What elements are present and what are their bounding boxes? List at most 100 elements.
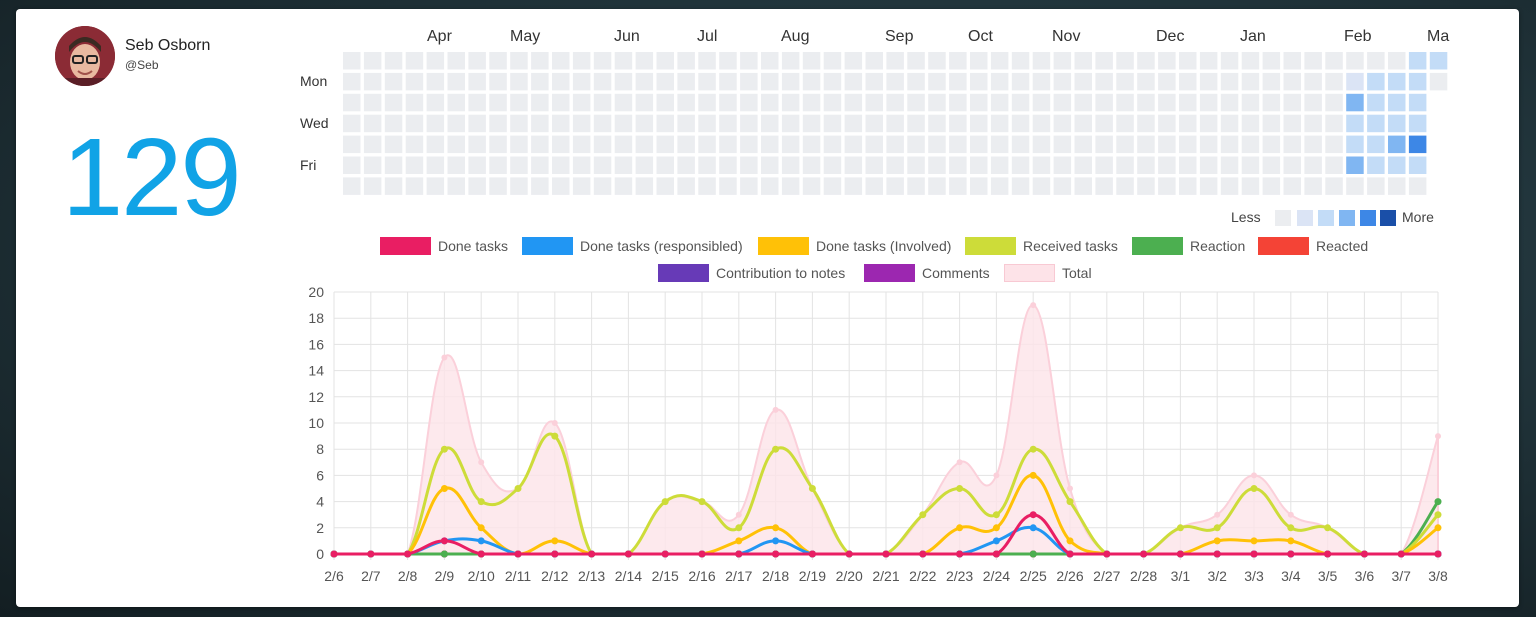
data-point[interactable] bbox=[1176, 524, 1184, 532]
data-point[interactable] bbox=[1067, 485, 1073, 492]
data-point[interactable] bbox=[367, 550, 375, 558]
data-point[interactable] bbox=[808, 550, 816, 558]
data-point[interactable] bbox=[1214, 511, 1221, 518]
legend-item[interactable]: Done tasks (Involved) bbox=[758, 237, 951, 255]
data-point[interactable] bbox=[1029, 550, 1037, 558]
data-point[interactable] bbox=[956, 459, 963, 466]
data-point[interactable] bbox=[441, 354, 448, 361]
data-point[interactable] bbox=[1287, 511, 1294, 518]
legend-item[interactable]: Done tasks bbox=[380, 237, 508, 255]
data-point[interactable] bbox=[845, 550, 853, 558]
data-point[interactable] bbox=[1434, 498, 1442, 506]
x-tick-label: 2/23 bbox=[946, 568, 973, 584]
data-point[interactable] bbox=[1251, 472, 1257, 479]
data-point[interactable] bbox=[551, 420, 558, 426]
data-point[interactable] bbox=[993, 472, 1000, 479]
data-point[interactable] bbox=[1066, 537, 1074, 545]
data-point[interactable] bbox=[551, 432, 559, 440]
data-point[interactable] bbox=[1324, 550, 1332, 558]
data-point[interactable] bbox=[477, 524, 485, 532]
month-label: Apr bbox=[427, 28, 452, 45]
data-point[interactable] bbox=[661, 498, 669, 506]
data-point[interactable] bbox=[882, 550, 890, 558]
data-point[interactable] bbox=[1029, 511, 1037, 519]
legend-item[interactable]: Total bbox=[1004, 264, 1092, 282]
data-point[interactable] bbox=[698, 498, 706, 506]
legend-item[interactable]: Comments bbox=[864, 264, 990, 282]
data-point[interactable] bbox=[772, 537, 780, 545]
data-point[interactable] bbox=[1213, 537, 1221, 545]
data-point[interactable] bbox=[477, 537, 485, 545]
data-point[interactable] bbox=[919, 550, 927, 558]
data-point[interactable] bbox=[661, 550, 669, 558]
data-point[interactable] bbox=[440, 485, 448, 492]
user-name[interactable]: Seb Osborn bbox=[125, 37, 211, 54]
legend-item[interactable]: Reaction bbox=[1132, 237, 1245, 255]
data-point[interactable] bbox=[1029, 471, 1037, 479]
data-point[interactable] bbox=[956, 550, 964, 558]
data-point[interactable] bbox=[1140, 550, 1148, 558]
user-avatar[interactable] bbox=[55, 26, 115, 86]
data-point[interactable] bbox=[735, 537, 743, 545]
data-point[interactable] bbox=[992, 524, 1000, 532]
data-point[interactable] bbox=[624, 550, 632, 558]
data-point[interactable] bbox=[1176, 550, 1184, 558]
data-point[interactable] bbox=[1324, 524, 1332, 532]
data-point[interactable] bbox=[956, 485, 964, 492]
legend-label: Done tasks bbox=[438, 238, 509, 254]
data-point[interactable] bbox=[772, 524, 780, 532]
x-tick-label: 3/2 bbox=[1207, 568, 1227, 584]
data-point[interactable] bbox=[1103, 550, 1111, 558]
data-point[interactable] bbox=[698, 550, 706, 558]
data-point[interactable] bbox=[808, 485, 816, 492]
data-point[interactable] bbox=[1030, 302, 1037, 309]
data-point[interactable] bbox=[1397, 550, 1405, 558]
data-point[interactable] bbox=[588, 550, 596, 558]
data-point[interactable] bbox=[1066, 498, 1074, 506]
data-point[interactable] bbox=[772, 406, 779, 413]
data-point[interactable] bbox=[330, 550, 338, 558]
data-point[interactable] bbox=[1213, 524, 1221, 532]
x-tick-label: 2/21 bbox=[872, 568, 899, 584]
data-point[interactable] bbox=[440, 445, 448, 453]
data-point[interactable] bbox=[735, 511, 742, 518]
data-point[interactable] bbox=[477, 550, 485, 558]
data-point[interactable] bbox=[551, 550, 559, 558]
data-point[interactable] bbox=[440, 550, 448, 558]
legend-item[interactable]: Received tasks bbox=[965, 237, 1118, 255]
data-point[interactable] bbox=[992, 550, 1000, 558]
data-point[interactable] bbox=[1213, 550, 1221, 558]
data-point[interactable] bbox=[735, 524, 743, 532]
data-point[interactable] bbox=[1434, 550, 1442, 558]
data-point[interactable] bbox=[1287, 550, 1295, 558]
data-point[interactable] bbox=[1029, 445, 1037, 453]
data-point[interactable] bbox=[1250, 550, 1258, 558]
data-point[interactable] bbox=[992, 537, 1000, 545]
data-point[interactable] bbox=[478, 459, 485, 466]
data-point[interactable] bbox=[1434, 524, 1442, 532]
data-point[interactable] bbox=[1287, 537, 1295, 545]
data-point[interactable] bbox=[919, 511, 927, 519]
data-point[interactable] bbox=[1434, 511, 1442, 519]
data-point[interactable] bbox=[1360, 550, 1368, 558]
data-point[interactable] bbox=[514, 550, 522, 558]
data-point[interactable] bbox=[1435, 433, 1441, 440]
data-point[interactable] bbox=[404, 550, 412, 558]
data-point[interactable] bbox=[1066, 550, 1074, 558]
data-point[interactable] bbox=[551, 537, 559, 545]
data-point[interactable] bbox=[1250, 485, 1258, 492]
data-point[interactable] bbox=[772, 550, 780, 558]
data-point[interactable] bbox=[992, 511, 1000, 519]
data-point[interactable] bbox=[956, 524, 964, 532]
data-point[interactable] bbox=[1287, 524, 1295, 532]
legend-item[interactable]: Done tasks (responsibled) bbox=[522, 237, 743, 255]
data-point[interactable] bbox=[514, 485, 522, 492]
data-point[interactable] bbox=[772, 445, 780, 453]
legend-item[interactable]: Contribution to notes bbox=[658, 264, 845, 282]
data-point[interactable] bbox=[477, 498, 485, 506]
data-point[interactable] bbox=[1029, 524, 1037, 532]
data-point[interactable] bbox=[735, 550, 743, 558]
data-point[interactable] bbox=[440, 537, 448, 545]
data-point[interactable] bbox=[1250, 537, 1258, 545]
legend-item[interactable]: Reacted bbox=[1258, 237, 1368, 255]
